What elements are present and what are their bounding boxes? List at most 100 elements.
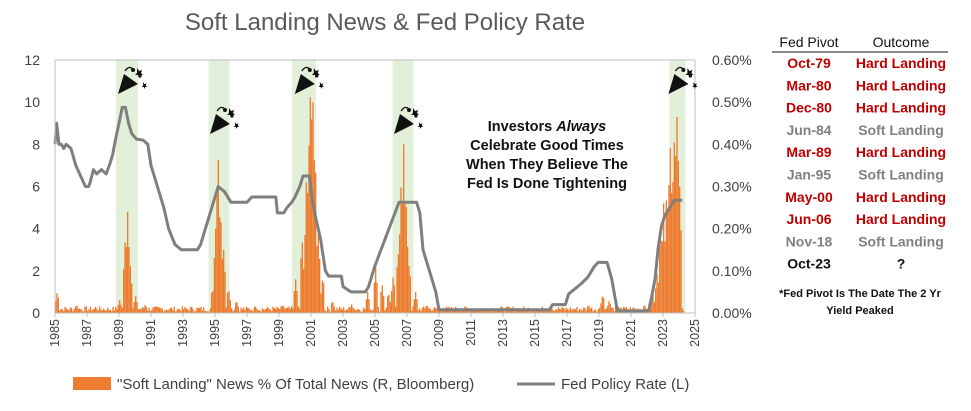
news-bar (603, 297, 605, 313)
confetti-star (233, 122, 240, 129)
news-bar (364, 309, 366, 313)
news-bar (189, 307, 191, 313)
news-bar (309, 97, 311, 313)
news-bar (85, 306, 87, 313)
news-bar (333, 306, 335, 313)
news-bar (361, 311, 363, 313)
news-bar (351, 304, 353, 313)
news-bar (429, 308, 431, 313)
news-bar (683, 311, 685, 313)
news-bar (285, 307, 287, 313)
news-bar (409, 276, 411, 313)
news-bar (577, 311, 579, 313)
news-bar (281, 305, 283, 313)
news-bar (433, 307, 435, 313)
confetti-streamer (216, 106, 226, 112)
news-bar (405, 207, 407, 313)
news-bar (357, 308, 359, 313)
table-cell-outcome: Soft Landing (858, 233, 944, 249)
annotation-line-4: Fed Is Done Tightening (467, 176, 627, 192)
news-bar (280, 306, 282, 313)
news-bar (148, 307, 150, 313)
news-bar (472, 310, 474, 313)
news-bar (197, 307, 199, 313)
popper-cone (668, 74, 689, 94)
news-bar (141, 307, 143, 313)
news-bar (336, 307, 338, 313)
news-bar (676, 116, 678, 314)
news-bar (584, 307, 586, 313)
y-left-tick-label: 12 (24, 52, 40, 68)
x-tick-label: 2005 (368, 319, 382, 347)
news-bar (412, 306, 414, 313)
news-bar (568, 310, 570, 313)
news-bar (192, 308, 194, 313)
news-bar (436, 308, 438, 313)
news-bar (615, 306, 617, 313)
news-bar (120, 304, 122, 313)
news-bar (395, 306, 397, 313)
news-bar (276, 306, 278, 313)
news-bar (531, 310, 533, 313)
news-bar (295, 279, 297, 313)
news-bar (169, 307, 171, 313)
news-bar (73, 308, 75, 313)
x-tick-label: 1995 (208, 319, 222, 347)
news-bar (167, 310, 169, 313)
news-bar (353, 309, 355, 313)
news-bar (549, 309, 551, 313)
fed-rate-line (53, 105, 683, 313)
news-bar (564, 309, 566, 313)
news-bar (93, 308, 95, 313)
news-bar (407, 246, 409, 313)
news-bar (675, 156, 677, 313)
news-bar (491, 311, 493, 313)
news-bar (525, 310, 527, 313)
news-bar (288, 306, 290, 313)
table-cell-pivot: Oct-79 (787, 55, 831, 71)
news-bar (59, 310, 61, 313)
news-bar (611, 307, 613, 313)
x-tick-label: 2007 (400, 319, 414, 347)
table-cell-outcome: Hard Landing (856, 77, 946, 93)
news-bar (101, 310, 103, 313)
news-bar (97, 310, 99, 313)
y-right-tick-label: 0.20% (712, 221, 752, 237)
news-bar (571, 310, 573, 313)
news-bar (267, 306, 269, 313)
news-bar (96, 308, 98, 313)
news-bar (599, 307, 601, 313)
news-bar (420, 310, 422, 313)
news-bar (372, 309, 374, 313)
news-bar (308, 145, 310, 313)
table-cell-pivot: Oct-23 (787, 256, 831, 272)
news-bar (463, 309, 465, 313)
news-bar (67, 309, 69, 313)
news-bar (344, 310, 346, 313)
news-bar (201, 310, 203, 313)
news-bar (115, 306, 117, 313)
news-bar (55, 300, 57, 313)
news-bar (265, 308, 267, 313)
table-cell-pivot: Jan-95 (787, 167, 832, 183)
y-right-tick-label: 0.50% (712, 94, 752, 110)
news-bar (300, 258, 302, 313)
news-bar (108, 309, 110, 313)
news-bar (121, 307, 123, 313)
news-bar (83, 311, 85, 313)
news-bar (129, 265, 131, 313)
news-bar (552, 309, 554, 313)
news-bar (80, 309, 82, 313)
news-bar (459, 310, 461, 313)
news-bar (547, 310, 549, 313)
news-bar (231, 308, 233, 313)
news-bar (293, 290, 295, 313)
news-bar (260, 311, 262, 313)
news-bar (565, 307, 567, 313)
news-bar (411, 310, 413, 313)
news-bar (413, 299, 415, 313)
news-bar (164, 309, 166, 313)
news-bar (321, 280, 323, 313)
party-popper-icon (294, 66, 324, 94)
pivot-table: Fed Pivot Outcome Oct-79 Hard Landing Mar-… (772, 34, 948, 317)
